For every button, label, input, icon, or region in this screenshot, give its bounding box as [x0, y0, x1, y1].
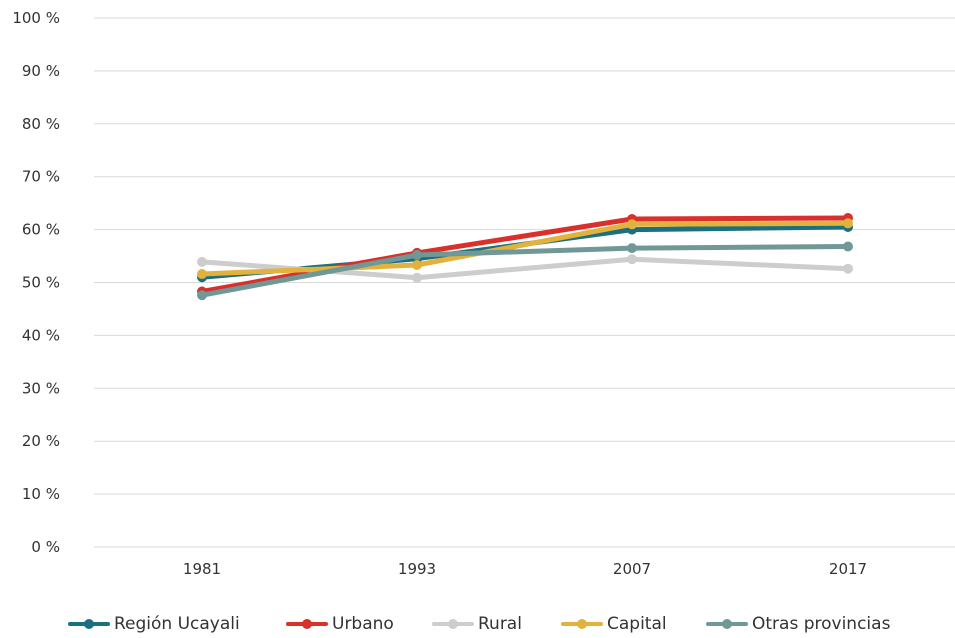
- series-line: [199, 244, 851, 298]
- legend-item: Región Ucayali: [68, 612, 240, 636]
- y-tick-label: 0 %: [31, 538, 60, 556]
- line-chart: 0 % 10 % 20 % 30 % 40 % 50 % 60 % 70 % 80 % 90 % 1…: [12, 9, 955, 578]
- legend-item: Rural: [432, 612, 522, 636]
- data-point: [197, 269, 207, 279]
- y-tick-label: 100 %: [12, 9, 60, 27]
- legend-label: Urbano: [332, 614, 394, 634]
- series-otras-provincias: [197, 241, 853, 301]
- y-tick-label: 30 %: [22, 379, 60, 397]
- y-tick-label: 40 %: [22, 326, 60, 344]
- x-tick-label: 2007: [613, 560, 651, 578]
- legend-label: Otras provincias: [752, 614, 891, 634]
- y-tick-label: 80 %: [22, 115, 60, 133]
- legend-swatch-icon: [432, 612, 474, 636]
- series-capital: [197, 218, 853, 279]
- legend-swatch-icon: [68, 612, 110, 636]
- legend-swatch-icon: [706, 612, 748, 636]
- y-tick-label: 50 %: [22, 274, 60, 292]
- legend-swatch-icon: [561, 612, 603, 636]
- legend-item: Capital: [561, 612, 667, 636]
- data-point: [843, 263, 853, 274]
- legend-label: Rural: [478, 614, 522, 634]
- y-tick-label: 90 %: [22, 62, 60, 80]
- data-point: [412, 272, 422, 283]
- y-axis-tick-labels: 0 % 10 % 20 % 30 % 40 % 50 % 60 % 70 % 80 % 90 % 1…: [12, 9, 60, 556]
- data-point: [197, 290, 207, 301]
- x-tick-label: 2017: [829, 560, 867, 578]
- data-point: [627, 254, 637, 265]
- y-tick-label: 20 %: [22, 432, 60, 450]
- data-point: [412, 250, 422, 260]
- legend-item: Otras provincias: [706, 612, 890, 636]
- gridlines: [94, 17, 955, 548]
- data-point: [843, 218, 853, 229]
- x-axis-tick-labels: 1981 1993 2007 2017: [183, 560, 867, 578]
- data-point: [627, 219, 637, 230]
- legend-item: Urbano: [286, 612, 394, 636]
- x-tick-label: 1981: [183, 560, 221, 578]
- chart-legend: Región Ucayali Urbano Rural Capital Otras pr…: [0, 612, 955, 636]
- y-tick-label: 10 %: [22, 485, 60, 503]
- y-tick-label: 60 %: [22, 221, 60, 239]
- data-point: [412, 260, 422, 270]
- data-point: [627, 243, 637, 254]
- series-line: [199, 220, 851, 277]
- series-lines: [197, 213, 853, 301]
- legend-label: Región Ucayali: [114, 614, 240, 634]
- x-tick-label: 1993: [398, 560, 436, 578]
- legend-label: Capital: [607, 614, 667, 634]
- legend-swatch-icon: [286, 612, 328, 636]
- data-point: [197, 256, 207, 267]
- data-point: [843, 241, 853, 252]
- y-tick-label: 70 %: [22, 168, 60, 186]
